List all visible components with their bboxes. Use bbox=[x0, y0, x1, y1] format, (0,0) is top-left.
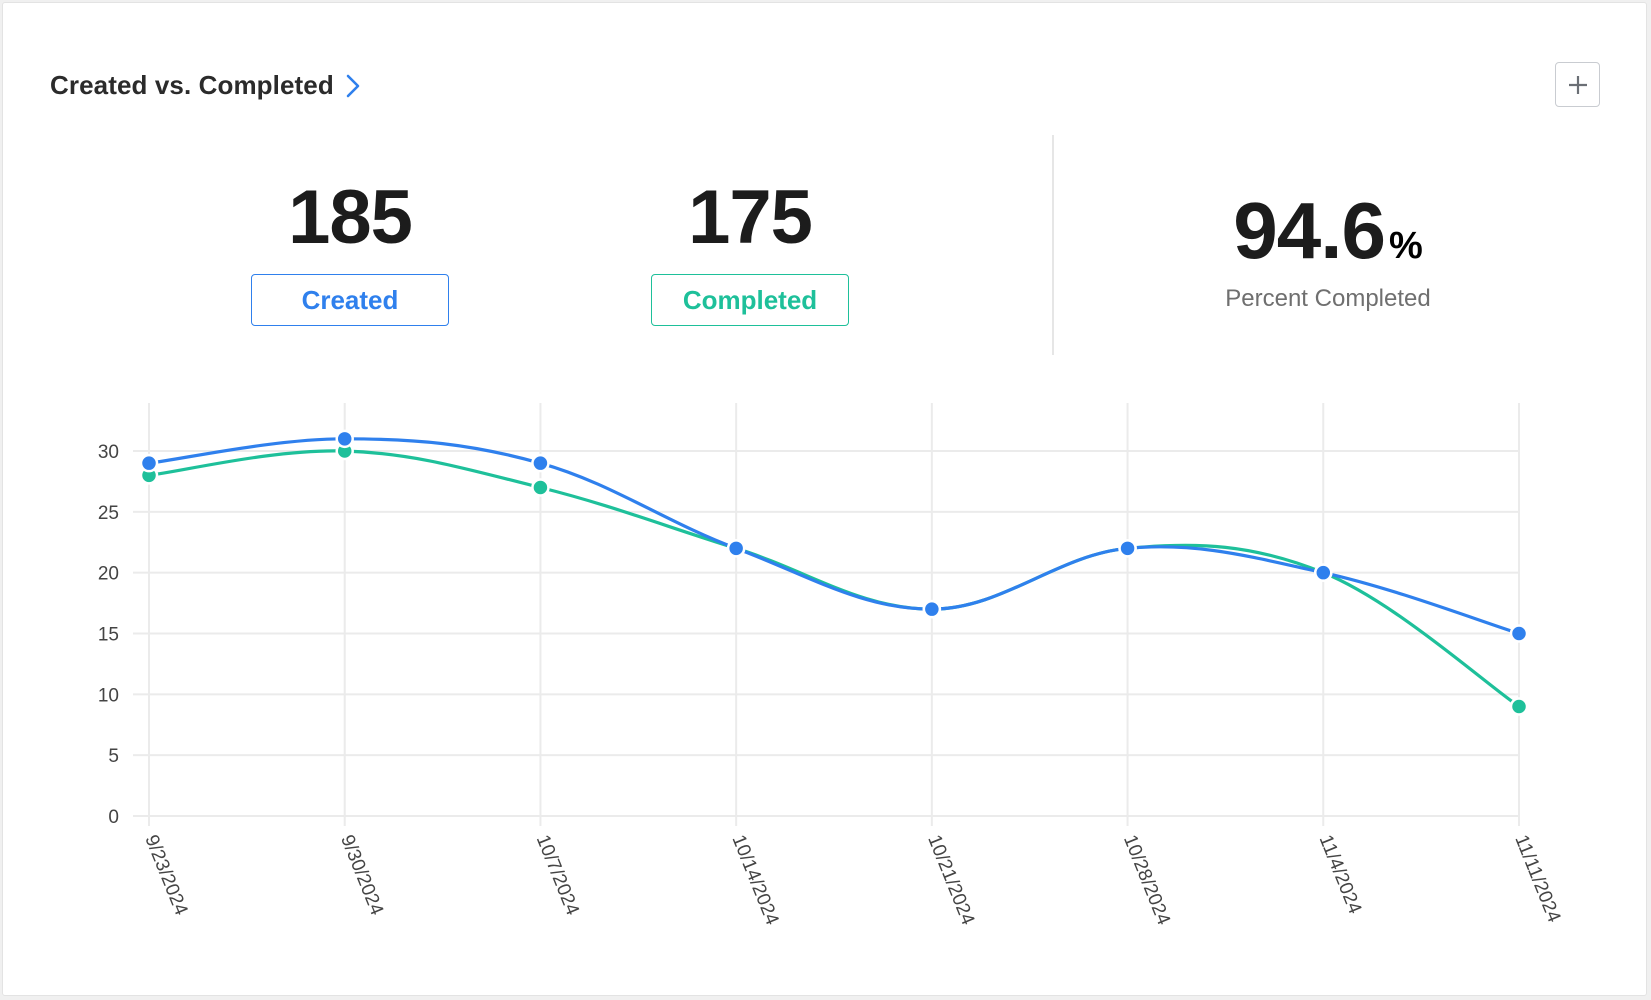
created-data-point bbox=[335, 429, 354, 449]
x-tick-label: 10/28/2024 bbox=[1119, 832, 1174, 928]
created-data-point bbox=[1509, 624, 1529, 643]
y-tick-label: 20 bbox=[98, 564, 119, 585]
card-title-link[interactable]: Created vs. Completed bbox=[50, 70, 360, 101]
percent-unit: % bbox=[1388, 225, 1423, 267]
completed-button[interactable]: Completed bbox=[651, 274, 849, 326]
x-tick-label: 11/4/2024 bbox=[1315, 832, 1366, 917]
percent-label: Percent Completed bbox=[1225, 285, 1431, 312]
completed-stat: 175 Completed bbox=[651, 180, 849, 326]
completed-data-point bbox=[531, 478, 550, 497]
x-tick-label: 9/30/2024 bbox=[336, 832, 387, 919]
created-stat: 185 Created bbox=[251, 180, 449, 326]
card-title: Created vs. Completed bbox=[50, 70, 334, 100]
x-tick-label: 9/23/2024 bbox=[140, 832, 191, 919]
y-tick-label: 10 bbox=[98, 685, 119, 706]
y-tick-label: 30 bbox=[98, 442, 119, 463]
created-data-point bbox=[922, 599, 942, 619]
created-data-point bbox=[1118, 539, 1137, 558]
created-data-point bbox=[531, 453, 550, 473]
stats-divider bbox=[1052, 135, 1054, 355]
x-tick-label: 11/11/2024 bbox=[1510, 832, 1564, 926]
created-data-point bbox=[726, 539, 746, 558]
percent-value: 94.6 bbox=[1233, 186, 1386, 275]
completed-data-point bbox=[1509, 697, 1529, 716]
created-data-point bbox=[1314, 563, 1333, 582]
plus-icon bbox=[1568, 75, 1587, 94]
add-button[interactable] bbox=[1555, 62, 1600, 107]
x-tick-label: 10/7/2024 bbox=[532, 832, 583, 919]
y-tick-label: 15 bbox=[98, 625, 119, 646]
completed-series-line bbox=[147, 449, 1521, 709]
created-series-line bbox=[147, 437, 1521, 636]
percent-completed-stat: 94.6% Percent Completed bbox=[1163, 191, 1493, 313]
created-data-point bbox=[139, 453, 159, 473]
y-tick-label: 0 bbox=[108, 807, 119, 828]
y-tick-label: 5 bbox=[108, 746, 119, 767]
y-tick-label: 25 bbox=[98, 503, 119, 524]
x-tick-label: 10/14/2024 bbox=[728, 832, 783, 928]
created-button[interactable]: Created bbox=[251, 274, 449, 326]
chevron-right-icon bbox=[346, 74, 360, 97]
created-count: 185 bbox=[288, 175, 413, 260]
line-chart: 0 5 10 15 20 25 30 9/23/2024 9/30/2024 10/7/2024 1… bbox=[98, 403, 1565, 928]
x-tick-label: 10/21/2024 bbox=[923, 832, 978, 928]
completed-count: 175 bbox=[688, 175, 813, 260]
